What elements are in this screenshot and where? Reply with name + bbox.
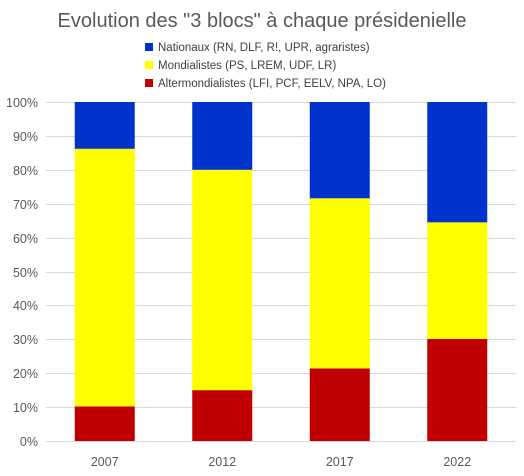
legend-label: Mondialistes (PS, LREM, UDF, LR) [158,60,336,72]
bar-segment-2007-series-0 [74,406,135,441]
x-tick-label: 2017 [326,455,354,469]
legend-swatch [145,61,153,69]
chart-title: Evolution des "3 blocs" à chaque préside… [58,10,467,32]
y-tick-label: 90% [13,130,38,144]
x-axis: 2007 2012 2017 2022 [91,455,471,469]
bar-segment-2012-series-2 [192,102,253,170]
bar-segment-2022-series-0 [427,338,488,441]
y-tick-label: 20% [13,367,38,381]
x-tick-label: 2022 [443,455,471,469]
y-tick-label: 0% [20,435,38,449]
y-tick-label: 30% [13,333,38,347]
y-tick-label: 100% [6,96,38,110]
legend-swatch [145,43,153,51]
legend-label: Nationaux (RN, DLF, R!, UPR, agraristes) [158,42,370,54]
bars [74,102,488,441]
bar-segment-2007-series-1 [74,148,135,407]
y-tick-label: 70% [13,198,38,212]
legend-swatch [145,79,153,87]
y-tick-label: 40% [13,299,38,313]
y-tick-label: 50% [13,266,38,280]
bar-segment-2017-series-0 [309,368,370,441]
y-axis: 0% 10% 20% 30% 40% 50% 60% 70% 80% 90% 100% [6,96,38,449]
y-tick-label: 60% [13,232,38,246]
x-tick-label: 2007 [91,455,119,469]
bar-segment-2012-series-0 [192,390,253,441]
legend-label: Altermondialistes (LFI, PCF, EELV, NPA, … [158,78,386,90]
legend: Nationaux (RN, DLF, R!, UPR, agraristes)… [145,42,386,90]
bar-segment-2022-series-1 [427,222,488,339]
bar-segment-2017-series-1 [309,198,370,369]
x-tick-label: 2012 [208,455,236,469]
y-tick-label: 80% [13,164,38,178]
bar-segment-2022-series-2 [427,102,488,223]
bar-segment-2012-series-1 [192,169,253,391]
bar-segment-2007-series-2 [74,102,135,149]
bar-segment-2017-series-2 [309,102,370,199]
y-tick-label: 10% [13,401,38,415]
